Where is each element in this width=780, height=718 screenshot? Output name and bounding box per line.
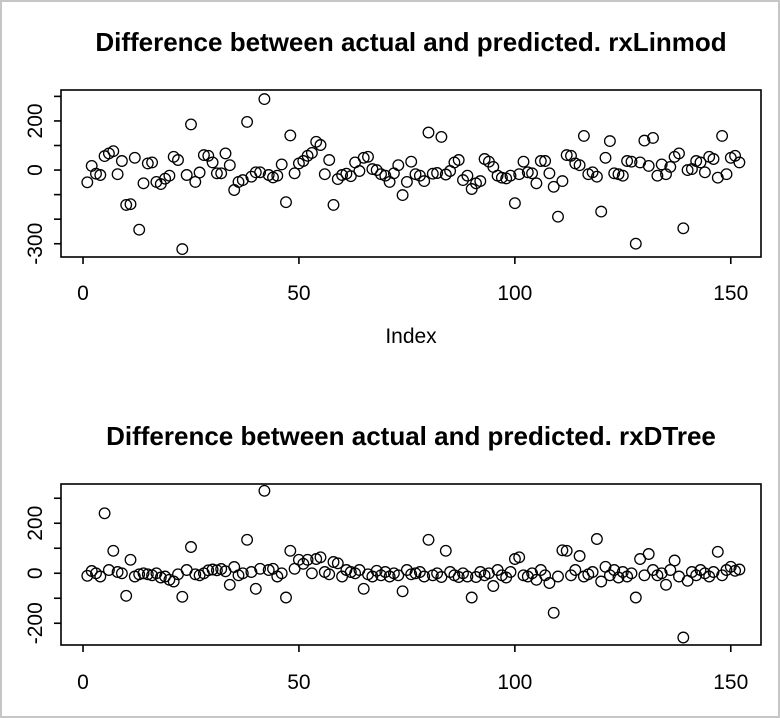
svg-text:0: 0 [24,567,47,579]
svg-text:50: 50 [287,671,310,694]
svg-text:0: 0 [77,671,89,694]
svg-text:-300: -300 [24,223,47,265]
svg-text:0: 0 [24,164,47,176]
figure-rxdtree: 0 50 100 150 200 0 -200 Difference between act… [0,359,780,718]
svg-text:200: 200 [24,103,47,138]
svg-text:-200: -200 [24,602,47,644]
chart-title-rxdtree: Difference between actual and predicted.… [106,421,716,451]
svg-text:50: 50 [287,282,310,305]
svg-text:200: 200 [24,506,47,541]
scatter-plot-rxdtree: 0 50 100 150 200 0 -200 [24,483,762,694]
figure-rxlinmod: 0 50 100 150 200 0 -300 Difference between act… [24,27,762,348]
chart-title-rxlinmod: Difference between actual and predicted.… [95,27,727,57]
svg-text:150: 150 [713,671,748,694]
svg-text:0: 0 [77,282,89,305]
svg-text:100: 100 [497,282,532,305]
svg-text:150: 150 [713,282,748,305]
x-axis-label-index: Index [385,325,437,348]
scatter-plot-rxlinmod: 0 50 100 150 200 0 -300 [24,89,762,305]
svg-text:100: 100 [497,671,532,694]
